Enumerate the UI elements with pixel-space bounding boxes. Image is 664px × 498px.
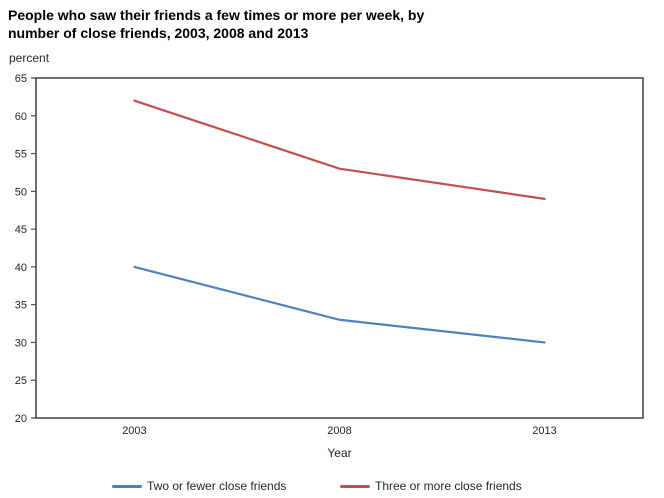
plot-border: [35, 77, 644, 419]
x-axis-title: Year: [327, 446, 351, 460]
y-axis-tick-label: 60: [15, 111, 27, 123]
x-axis-tick-label: 2003: [122, 425, 146, 437]
y-axis-tick-label: 35: [15, 300, 27, 312]
legend-line-swatch-red-icon: [340, 484, 370, 488]
y-axis-tick-label: 55: [15, 149, 27, 161]
y-axis-tick-label: 65: [15, 73, 27, 85]
y-axis-tick-label: 40: [15, 262, 27, 274]
y-axis-tick-label: 20: [15, 413, 27, 425]
y-axis-tick-label: 25: [15, 375, 27, 387]
y-axis-tick-label: 50: [15, 186, 27, 198]
y-axis-tick-label: 45: [15, 224, 27, 236]
line-chart: 20 25 30 35 40 45 50 55 60 65 2003 2008 2013 Year: [15, 73, 644, 460]
legend-label-three-or-more: Three or more close friends: [375, 479, 522, 493]
x-axis-tick-label: 2008: [327, 425, 351, 437]
y-axis-unit-label: percent: [9, 51, 50, 65]
chart-title-line-1: People who saw their friends a few times…: [8, 7, 425, 23]
legend-line-swatch-blue-icon: [112, 484, 142, 488]
legend-item-two-or-fewer-close-friends: Two or fewer close friends: [112, 479, 286, 493]
y-axis-tick-label: 30: [15, 337, 27, 349]
x-axis-tick-label: 2013: [532, 425, 556, 437]
series-line-three-or-more-close-friends: [133, 99, 546, 200]
chart-title-line-2: number of close friends, 2003, 2008 and …: [8, 25, 309, 41]
legend-label-two-or-fewer: Two or fewer close friends: [147, 479, 287, 493]
series-line-two-or-fewer-close-friends: [133, 265, 546, 344]
chart-title: People who saw their friends a few times…: [8, 6, 424, 42]
legend-item-three-or-more-close-friends: Three or more close friends: [340, 479, 522, 493]
legend: Two or fewer close friends Three or more…: [0, 479, 664, 497]
